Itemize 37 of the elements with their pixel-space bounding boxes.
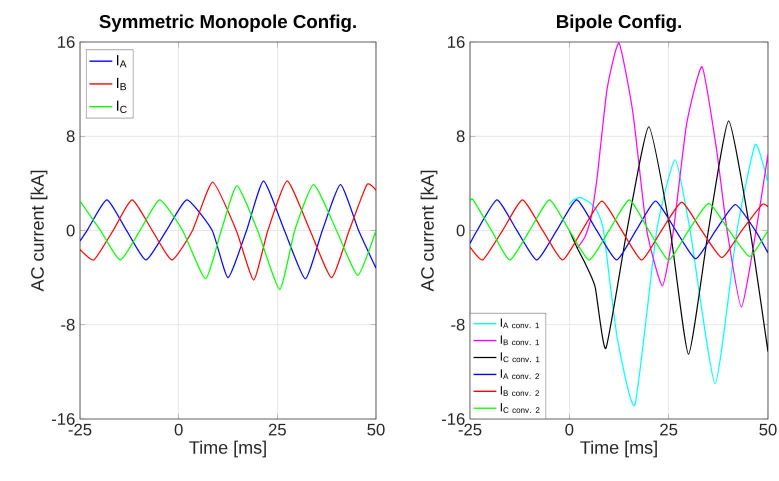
legend-label: $\mathrm{I}_{\mathrm{C\ conv.\ 2}}$ (500, 403, 540, 413)
line-series (568, 144, 768, 406)
y-axis-title: AC current [kA] (420, 170, 438, 292)
chart-title: Bipole Config. (557, 14, 681, 32)
y-tick-label: 8 (456, 130, 465, 142)
x-axis-title: Time [ms] (580, 440, 657, 458)
y-axis-title: AC current [kA] (30, 170, 48, 292)
y-tick-label: -8 (451, 318, 465, 331)
legend-label: $\mathrm{I}_{\mathrm{B\ conv.\ 1}}$ (500, 335, 540, 346)
y-tick-label: -16 (442, 413, 465, 425)
y-tick-label: 0 (456, 224, 465, 236)
legend-label: $\mathrm{I}_{\mathrm{A\ conv.\ 2}}$ (500, 369, 540, 380)
y-tick-label: 0 (66, 224, 75, 236)
legend-label: $\mathrm{I}_{\mathrm{B\ conv.\ 2}}$ (500, 386, 540, 396)
legend-label: $\mathrm{I}_{\mathrm{C\ conv.\ 1}}$ (500, 352, 540, 362)
line-series (470, 199, 768, 261)
x-axis-title: Time [ms] (189, 440, 266, 458)
line-series (568, 120, 768, 355)
x-tick-label: -25 (458, 424, 482, 436)
x-tick-label: -25 (68, 424, 92, 436)
x-tick-label: 50 (759, 424, 777, 436)
legend-label: I$_{A}$ (116, 55, 127, 68)
legend-label: I$_{B}$ (116, 78, 126, 90)
x-tick-label: 25 (660, 424, 678, 436)
legend-label: I$_{C}$ (116, 100, 127, 114)
line-series (576, 42, 768, 308)
x-tick-label: 25 (268, 424, 286, 436)
y-tick-label: 16 (448, 36, 465, 48)
x-tick-label: 0 (174, 424, 183, 436)
x-tick-label: 0 (565, 424, 574, 436)
x-tick-label: 50 (367, 424, 385, 436)
y-tick-label: -16 (52, 413, 75, 425)
y-tick-label: 8 (66, 130, 75, 142)
chart-title: Symmetric Monopole Config. (99, 14, 356, 32)
y-tick-label: -8 (61, 318, 75, 331)
legend-label: $\mathrm{I}_{\mathrm{A\ conv.\ 1}}$ (500, 318, 540, 328)
y-tick-label: 16 (58, 36, 75, 48)
